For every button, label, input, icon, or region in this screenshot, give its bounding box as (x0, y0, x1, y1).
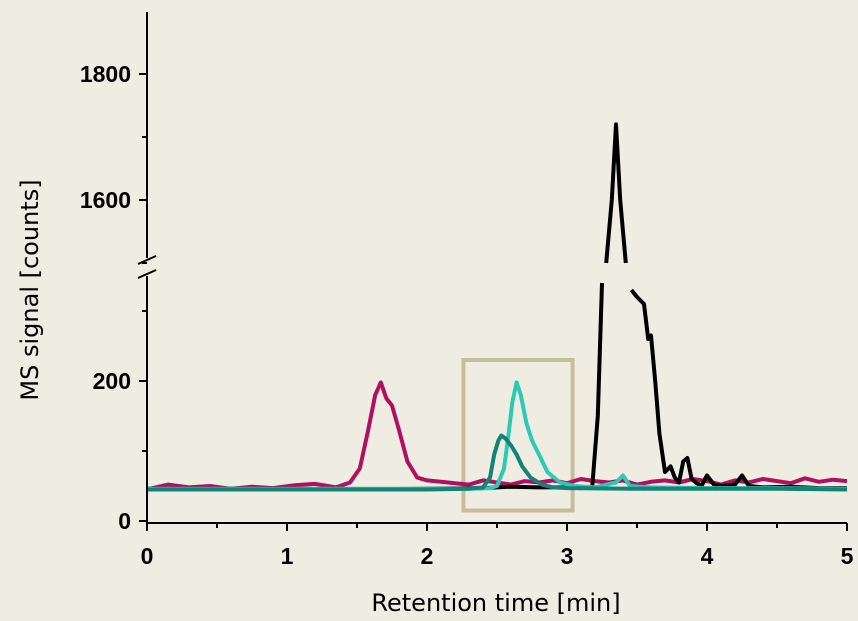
series-line-4 (147, 433, 848, 492)
x-tick-label: 1 (281, 543, 294, 569)
y-tick-label: 0 (118, 508, 131, 534)
highlight-box-layer (461, 358, 575, 513)
series-layer (146, 122, 848, 492)
series-line-2 (147, 122, 847, 492)
highlight-box (461, 358, 575, 513)
x-axis-title: Retention time [min] (371, 589, 620, 617)
axis-layer (137, 12, 848, 531)
series-line-1 (146, 380, 848, 492)
y-tick-label: 1600 (80, 187, 131, 213)
x-tick-label: 0 (141, 543, 154, 569)
x-tick-label: 2 (421, 543, 434, 569)
series-line-3 (147, 380, 848, 491)
tick-label-layer: 0 1 2 3 4 5 0 200 1600 1800 (80, 61, 854, 569)
x-tick-label: 3 (561, 543, 574, 569)
y-tick-label: 1800 (80, 61, 131, 87)
x-tick-label: 5 (841, 543, 854, 569)
x-tick-label: 4 (701, 543, 714, 569)
y-axis-title: MS signal [counts] (16, 179, 44, 400)
y-tick-label: 200 (93, 368, 131, 394)
axis-break-mark (137, 269, 157, 279)
axis-break-mark (137, 255, 157, 265)
